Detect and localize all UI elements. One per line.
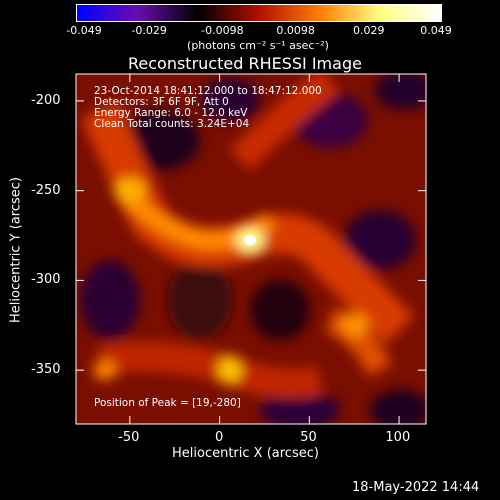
image-title: Reconstructed RHESSI Image (128, 54, 362, 73)
x-tick-label: 100 (385, 430, 411, 445)
x-tick-label: -50 (118, 430, 140, 445)
peak-position-label: Position of Peak = [19,-280] (94, 397, 241, 409)
colorbar-tick-label: 0.0098 (276, 24, 315, 37)
y-tick-label: -200 (31, 92, 61, 108)
y-axis-title: Heliocentric Y (arcsec) (8, 177, 24, 323)
colorbar-tick-label: -0.029 (131, 24, 167, 37)
colorbar-gradient (77, 5, 441, 21)
y-tick-label: -350 (31, 362, 61, 378)
colorbar-tick-label: -0.049 (66, 24, 102, 37)
observation-annotation: 23-Oct-2014 18:41:12.000 to 18:47:12.000… (94, 86, 322, 130)
x-axis-ticks (129, 74, 400, 424)
plot-frame (75, 73, 427, 425)
annotation-detectors: Detectors: 3F 6F 9F, Att 0 (94, 96, 229, 108)
x-tick-label: 50 (300, 430, 317, 445)
colorbar-tick-label: 0.049 (420, 24, 452, 37)
plot-timestamp: 18-May-2022 14:44 (352, 480, 480, 495)
colorbar (76, 4, 442, 22)
colorbar-tick-label: -0.0098 (201, 24, 244, 37)
x-tick-label: 0 (215, 430, 224, 445)
annotation-time-range: 23-Oct-2014 18:41:12.000 to 18:47:12.000 (94, 85, 322, 97)
colorbar-tick-label: 0.029 (353, 24, 385, 37)
colorbar-units-label: (photons cm⁻² s⁻¹ asec⁻²) (187, 39, 329, 52)
annotation-energy-range: Energy Range: 6.0 - 12.0 keV (94, 107, 248, 119)
y-tick-label: -250 (31, 182, 61, 198)
peak-spot (244, 235, 256, 245)
y-axis-ticks (76, 100, 426, 371)
y-tick-label: -300 (31, 272, 61, 288)
annotation-method-counts: Clean Total counts: 3.24E+04 (94, 118, 250, 130)
x-axis-title: Heliocentric X (arcsec) (172, 446, 319, 461)
